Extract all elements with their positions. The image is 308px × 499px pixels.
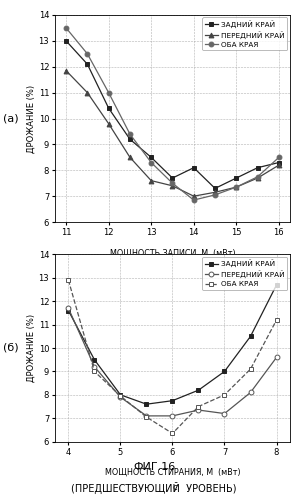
ОБА КРАЯ [171,180,174,186]
X-axis label: МОЩНОСТЬ ЗАПИСИ, М  (мВт): МОЩНОСТЬ ЗАПИСИ, М (мВт) [110,249,235,257]
ПЕРЕДНИЙ КРАЙ [145,413,148,419]
ЗАДНИЙ КРАЙ [171,398,174,404]
Text: ФИГ.16: ФИГ.16 [133,462,175,472]
ЗАДНИЙ КРАЙ [197,387,200,393]
ЗАДНИЙ КРАЙ [223,368,226,374]
ЗАДНИЙ КРАЙ [67,307,70,314]
ОБА КРАЯ [171,431,174,437]
ЗАДНИЙ КРАЙ [249,333,252,339]
ЗАДНИЙ КРАЙ [171,175,174,181]
ОБА КРАЯ [93,368,96,374]
Legend: ЗАДНИЙ КРАЙ, ПЕРЕДНИЙ КРАЙ, ОБА КРАЯ: ЗАДНИЙ КРАЙ, ПЕРЕДНИЙ КРАЙ, ОБА КРАЯ [202,17,287,50]
ОБА КРАЯ [149,160,153,166]
ОБА КРАЯ [128,131,132,137]
ОБА КРАЯ [145,414,148,420]
Legend: ЗАДНИЙ КРАЙ, ПЕРЕДНИЙ КРАЙ, ОБА КРАЯ: ЗАДНИЙ КРАЙ, ПЕРЕДНИЙ КРАЙ, ОБА КРАЯ [202,256,287,290]
ЗАДНИЙ КРАЙ [192,165,196,171]
ОБА КРАЯ [107,90,111,96]
ЗАДНИЙ КРАЙ [256,165,259,171]
ПЕРЕДНИЙ КРАЙ [86,90,89,96]
ПЕРЕДНИЙ КРАЙ [107,121,111,127]
ПЕРЕДНИЙ КРАЙ [128,154,132,160]
ПЕРЕДНИЙ КРАЙ [213,189,217,195]
ОБА КРАЯ [256,174,259,180]
ПЕРЕДНИЙ КРАЙ [67,305,70,311]
ОБА КРАЯ [213,192,217,198]
ПЕРЕДНИЙ КРАЙ [197,407,200,413]
ПЕРЕДНИЙ КРАЙ [275,354,278,360]
ОБА КРАЯ [192,197,196,203]
ЗАДНИЙ КРАЙ [86,61,89,67]
ЗАДНИЙ КРАЙ [213,186,217,192]
Line: ЗАДНИЙ КРАЙ: ЗАДНИЙ КРАЙ [66,282,279,407]
ПЕРЕДНИЙ КРАЙ [64,68,68,74]
ОБА КРАЯ [119,393,122,399]
ЗАДНИЙ КРАЙ [277,160,281,166]
Line: ОБА КРАЯ: ОБА КРАЯ [64,25,281,203]
ОБА КРАЯ [249,366,252,372]
Line: ЗАДНИЙ КРАЙ: ЗАДНИЙ КРАЙ [64,38,281,191]
ЗАДНИЙ КРАЙ [93,357,96,363]
ЗАДНИЙ КРАЙ [107,105,111,111]
ПЕРЕДНИЙ КРАЙ [223,411,226,417]
Y-axis label: ДРОЖАНИЕ (%): ДРОЖАНИЕ (%) [27,84,36,153]
Line: ПЕРЕДНИЙ КРАЙ: ПЕРЕДНИЙ КРАЙ [64,68,281,199]
ПЕРЕДНИЙ КРАЙ [277,162,281,168]
ПЕРЕДНИЙ КРАЙ [149,178,153,184]
ЗАДНИЙ КРАЙ [119,392,122,398]
ОБА КРАЯ [86,51,89,57]
ПЕРЕДНИЙ КРАЙ [234,184,238,190]
ЗАДНИЙ КРАЙ [234,175,238,181]
ПЕРЕДНИЙ КРАЙ [249,390,252,396]
Text: 3: 3 [168,262,174,271]
Text: (а): (а) [3,113,19,123]
ОБА КРАЯ [223,392,226,398]
ПЕРЕДНИЙ КРАЙ [171,183,174,189]
ПЕРЕДНИЙ КРАЙ [171,413,174,419]
Y-axis label: ДРОЖАНИЕ (%): ДРОЖАНИЕ (%) [27,314,36,382]
Text: (б): (б) [3,343,19,353]
ПЕРЕДНИЙ КРАЙ [192,193,196,199]
ОБА КРАЯ [275,317,278,323]
ПЕРЕДНИЙ КРАЙ [256,175,259,181]
ЗАДНИЙ КРАЙ [145,401,148,407]
ОБА КРАЯ [197,404,200,410]
ЗАДНИЙ КРАЙ [275,282,278,288]
Line: ПЕРЕДНИЙ КРАЙ: ПЕРЕДНИЙ КРАЙ [66,306,279,418]
ЗАДНИЙ КРАЙ [149,154,153,160]
ЗАДНИЙ КРАЙ [128,136,132,142]
Line: ОБА КРАЯ: ОБА КРАЯ [66,278,279,436]
ОБА КРАЯ [234,184,238,190]
Text: с: с [172,483,177,492]
ОБА КРАЯ [67,277,70,283]
ОБА КРАЯ [277,154,281,160]
Text: (ПРЕДШЕСТВУЮЩИЙ  УРОВЕНЬ): (ПРЕДШЕСТВУЮЩИЙ УРОВЕНЬ) [71,482,237,494]
ЗАДНИЙ КРАЙ [64,38,68,44]
X-axis label: МОЩНОСТЬ СТИРАНИЯ, М  (мВт): МОЩНОСТЬ СТИРАНИЯ, М (мВт) [105,468,240,477]
ОБА КРАЯ [64,25,68,31]
ПЕРЕДНИЙ КРАЙ [93,364,96,370]
ПЕРЕДНИЙ КРАЙ [119,394,122,400]
